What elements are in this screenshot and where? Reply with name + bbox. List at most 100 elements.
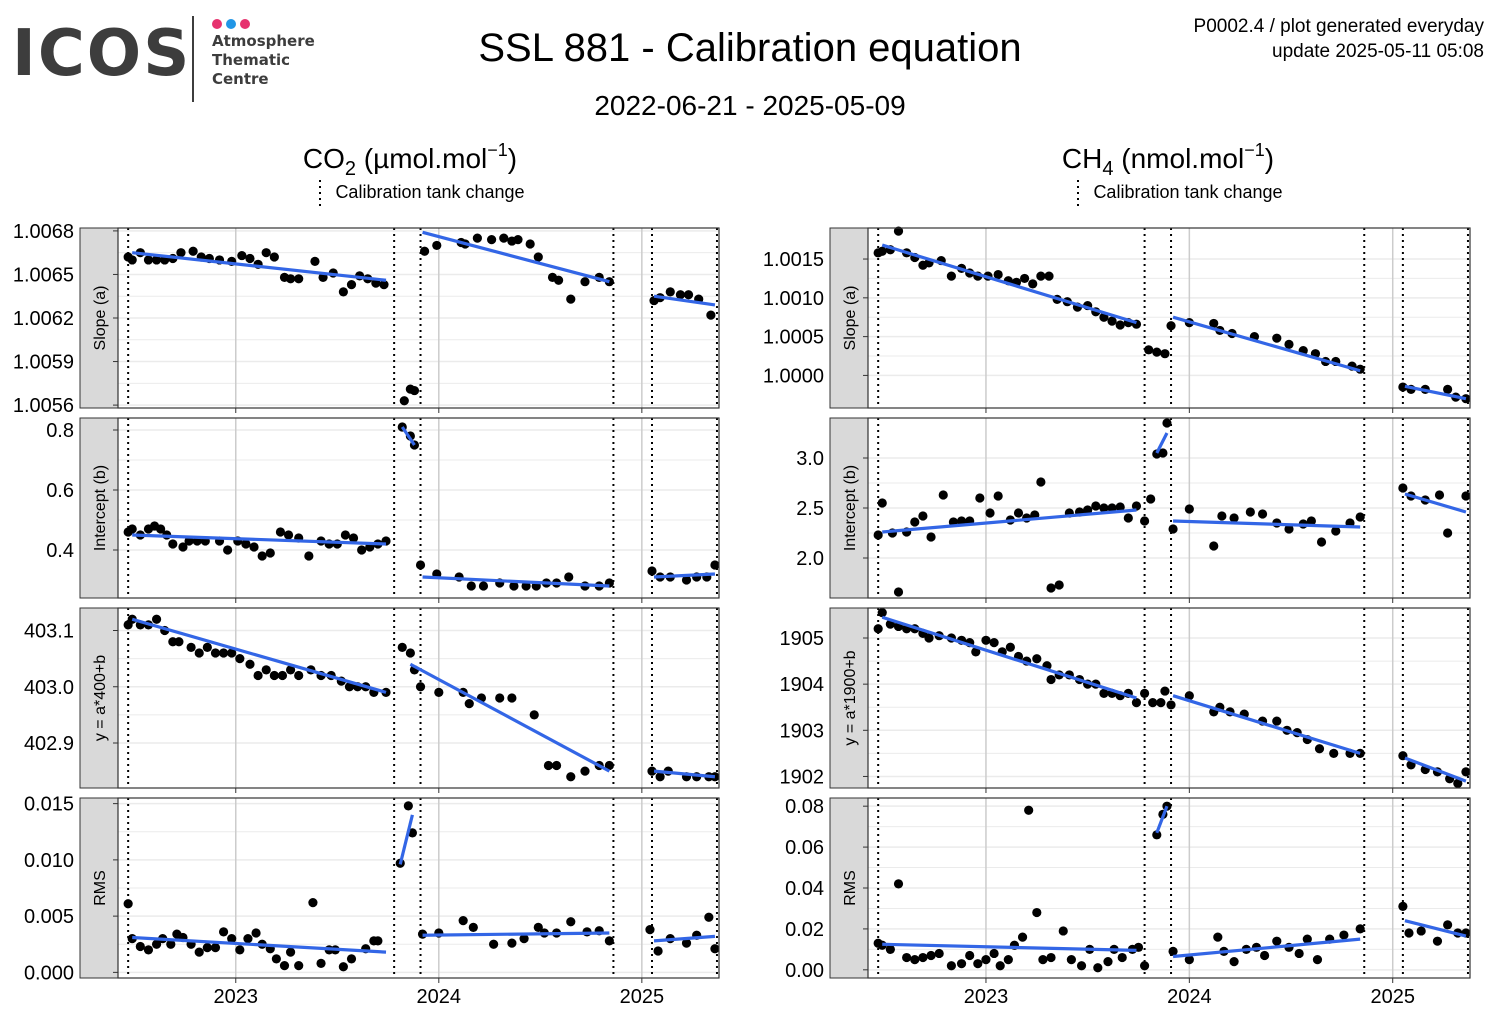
- legend-label: Calibration tank change: [1093, 182, 1282, 202]
- data-point: [464, 699, 474, 709]
- chart-co2: CO2 (µmol.mol−1)Calibration tank change S…: [13, 140, 720, 1008]
- data-point: [704, 912, 714, 922]
- data-point: [1259, 950, 1270, 961]
- data-point: [1302, 934, 1312, 944]
- panel-intercept-b: Intercept (b) 2.0 2.5 3.0: [796, 417, 1471, 603]
- data-point: [472, 233, 482, 243]
- data-point: [1209, 541, 1219, 551]
- data-point: [926, 532, 936, 542]
- logo-dots: [212, 16, 254, 29]
- fit-line: [653, 572, 716, 579]
- data-point: [1054, 580, 1064, 590]
- panel-border: [867, 417, 1471, 599]
- data-point: [275, 527, 286, 537]
- fit-line: [409, 662, 611, 773]
- data-point: [580, 277, 590, 287]
- data-point: [1093, 963, 1103, 973]
- page-title: SSL 881 - Calibration equation: [478, 26, 1022, 70]
- data-point: [1046, 952, 1056, 963]
- data-point: [971, 647, 981, 657]
- data-point: [1160, 686, 1170, 696]
- data-point: [893, 587, 904, 597]
- y-tick-label: 1.0059: [13, 352, 74, 374]
- date-range: 2022-06-21 - 2025-05-09: [594, 90, 906, 121]
- data-point: [1144, 345, 1154, 355]
- data-point: [194, 648, 204, 658]
- data-point: [499, 233, 509, 243]
- data-point: [1284, 524, 1294, 534]
- meta-generation: P0002.4 / plot generated everyday: [1193, 16, 1484, 37]
- data-point: [1032, 907, 1042, 918]
- data-point: [269, 252, 279, 262]
- data-point: [533, 252, 543, 262]
- data-point: [1005, 642, 1015, 652]
- fit-line: [653, 769, 716, 779]
- data-point: [910, 517, 920, 527]
- fit-line: [1172, 694, 1361, 755]
- y-tick-label: 1904: [780, 674, 825, 696]
- panel-y-a-400-b: y = a*400+b 402.9 403.0 403.1: [24, 607, 720, 793]
- data-point: [1160, 349, 1170, 359]
- icos-logo: ICOS Atmosphere Thematic Centre: [12, 16, 342, 106]
- data-point: [261, 665, 271, 675]
- data-point: [294, 670, 304, 681]
- panel-border: [117, 797, 720, 979]
- data-point: [525, 239, 535, 249]
- data-point: [186, 642, 196, 652]
- data-point: [127, 255, 137, 265]
- data-point: [1066, 954, 1076, 965]
- data-point: [1284, 339, 1294, 349]
- y-tick-label: 0.4: [46, 540, 74, 562]
- data-point: [1044, 271, 1054, 281]
- data-point: [946, 961, 956, 971]
- data-point: [1024, 805, 1034, 815]
- data-point: [261, 248, 271, 258]
- data-point: [1148, 698, 1158, 708]
- data-point: [1272, 333, 1282, 343]
- logo-divider: [192, 16, 194, 102]
- plot-meta: P0002.4 / plot generated everyday update…: [1194, 14, 1484, 64]
- data-point: [564, 572, 574, 582]
- logo-dot-2: [226, 19, 236, 29]
- data-point: [519, 934, 529, 944]
- data-point: [1398, 382, 1408, 392]
- data-point: [580, 766, 590, 776]
- y-tick-label: 3.0: [796, 448, 824, 470]
- data-point: [176, 248, 186, 258]
- data-point: [1168, 524, 1178, 534]
- data-point: [1314, 744, 1325, 754]
- meta-update: update 2025-05-11 05:08: [1272, 41, 1484, 62]
- data-point: [1036, 477, 1046, 487]
- data-point: [566, 772, 576, 782]
- data-point: [1103, 957, 1113, 967]
- fit-line: [132, 533, 387, 546]
- data-point: [1312, 954, 1323, 965]
- y-tick-label: 0.000: [24, 962, 74, 984]
- data-point: [675, 290, 686, 300]
- strip-label: Intercept (b): [842, 465, 859, 551]
- data-point: [553, 275, 564, 285]
- strip-box: [79, 227, 119, 409]
- data-point: [1083, 505, 1093, 515]
- y-tick-label: 1.0010: [763, 288, 824, 310]
- logo-sub-line-3: Centre: [212, 70, 269, 88]
- strip-box: [829, 417, 869, 599]
- data-point: [1020, 273, 1030, 284]
- data-point: [706, 310, 716, 320]
- data-point: [1329, 748, 1339, 758]
- data-point: [647, 766, 657, 776]
- data-point: [135, 941, 145, 952]
- y-tick-label: 1.0056: [13, 395, 74, 417]
- fit-line: [398, 814, 414, 865]
- y-tick-label: 0.04: [785, 878, 824, 900]
- fit-line: [422, 931, 610, 937]
- data-point: [1316, 537, 1327, 547]
- data-point: [975, 493, 985, 503]
- data-point: [188, 246, 198, 256]
- fit-line: [422, 230, 610, 284]
- data-point: [251, 928, 261, 938]
- data-point: [604, 277, 614, 287]
- data-point: [168, 539, 178, 549]
- x-tick-label: 2024: [1167, 986, 1212, 1008]
